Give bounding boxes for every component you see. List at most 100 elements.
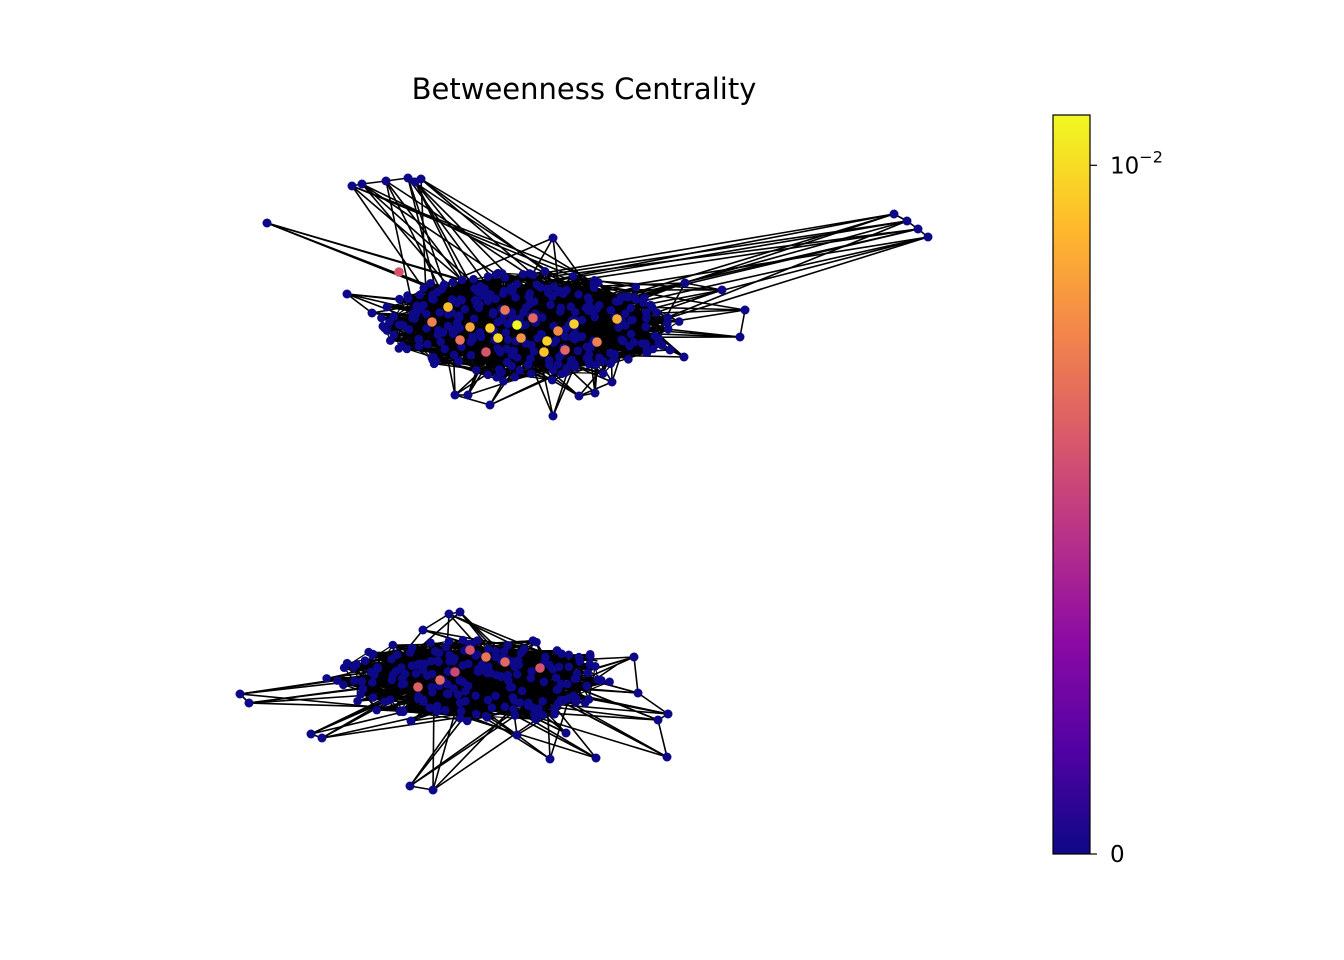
network-node (735, 332, 745, 342)
network-node (560, 695, 570, 705)
network-node (526, 673, 536, 683)
network-node (563, 679, 572, 689)
network-node (465, 645, 475, 655)
network-node (463, 681, 473, 691)
network-edge (657, 719, 668, 758)
network-node (426, 656, 436, 666)
network-node (469, 314, 479, 323)
network-node (591, 360, 601, 370)
network-edge (579, 281, 746, 311)
network-node (548, 233, 558, 243)
network-edge (454, 394, 491, 406)
network-node (663, 318, 672, 328)
network-edge (409, 677, 572, 787)
network-edge (390, 699, 521, 704)
network-node (483, 644, 493, 654)
network-node (513, 656, 523, 665)
network-node (642, 348, 652, 357)
network-node (568, 331, 578, 340)
network-node (473, 650, 482, 659)
network-node (368, 678, 377, 687)
network-node (493, 317, 503, 327)
network-node (548, 411, 558, 421)
network-node (405, 648, 415, 657)
network-node (368, 693, 378, 702)
network-node (629, 652, 639, 662)
network-edge (592, 276, 685, 358)
network-node (591, 753, 601, 763)
network-node (453, 690, 463, 699)
network-node (488, 307, 498, 317)
network-node (404, 325, 414, 334)
network-node (399, 679, 409, 688)
network-node (487, 703, 497, 712)
network-node (525, 269, 534, 278)
network-node (306, 729, 316, 739)
network-node (889, 209, 899, 219)
network-node (443, 679, 452, 689)
network-node (486, 668, 495, 678)
network-node (406, 716, 416, 726)
network-node (590, 312, 600, 322)
network-edge (545, 705, 659, 721)
network-node (545, 754, 555, 764)
network-node (503, 335, 513, 345)
network-node (454, 357, 463, 366)
network-node (542, 336, 552, 346)
network-node (428, 687, 437, 697)
network-node (512, 730, 522, 740)
network-node (491, 691, 500, 701)
network-node (549, 365, 558, 375)
network-node (347, 181, 357, 191)
network-node (481, 291, 491, 300)
network-node (403, 173, 413, 183)
network-node (367, 308, 377, 318)
network-node (503, 640, 512, 650)
network-node (455, 607, 465, 617)
network-node (418, 625, 428, 635)
network-node (574, 391, 584, 401)
network-node (342, 658, 352, 668)
network-node (438, 282, 448, 292)
network-node (322, 674, 331, 683)
network-node (414, 334, 423, 344)
network-node (366, 667, 376, 677)
network-node (449, 350, 459, 360)
network-node (501, 328, 511, 337)
network-node (475, 328, 485, 337)
network-node (614, 323, 623, 332)
network-node (519, 644, 529, 654)
network-node (500, 273, 510, 282)
network-node (557, 369, 567, 379)
network-edge (684, 282, 723, 291)
network-node (500, 702, 510, 712)
network-node (561, 728, 571, 738)
network-node (580, 698, 590, 708)
network-node (545, 660, 554, 670)
network-node (405, 781, 415, 791)
network-node (407, 661, 417, 670)
network-node (526, 369, 536, 378)
network-edge (555, 708, 597, 759)
network-node (333, 676, 342, 685)
network-node (419, 300, 428, 310)
network-node (518, 269, 528, 279)
network-node (450, 667, 460, 677)
network-edge (462, 678, 597, 759)
network-node (493, 333, 503, 343)
network-node (528, 636, 538, 645)
network-node (394, 267, 404, 277)
network-node (611, 297, 621, 306)
network-node (435, 675, 445, 685)
network-node (515, 365, 524, 375)
network-node (607, 377, 617, 387)
network-node (427, 317, 437, 327)
network-node (403, 291, 412, 300)
network-node (585, 651, 595, 661)
network-node (422, 324, 431, 333)
network-node (538, 710, 548, 720)
network-node (414, 341, 424, 351)
network-edge (409, 656, 503, 787)
network-node (598, 356, 608, 366)
